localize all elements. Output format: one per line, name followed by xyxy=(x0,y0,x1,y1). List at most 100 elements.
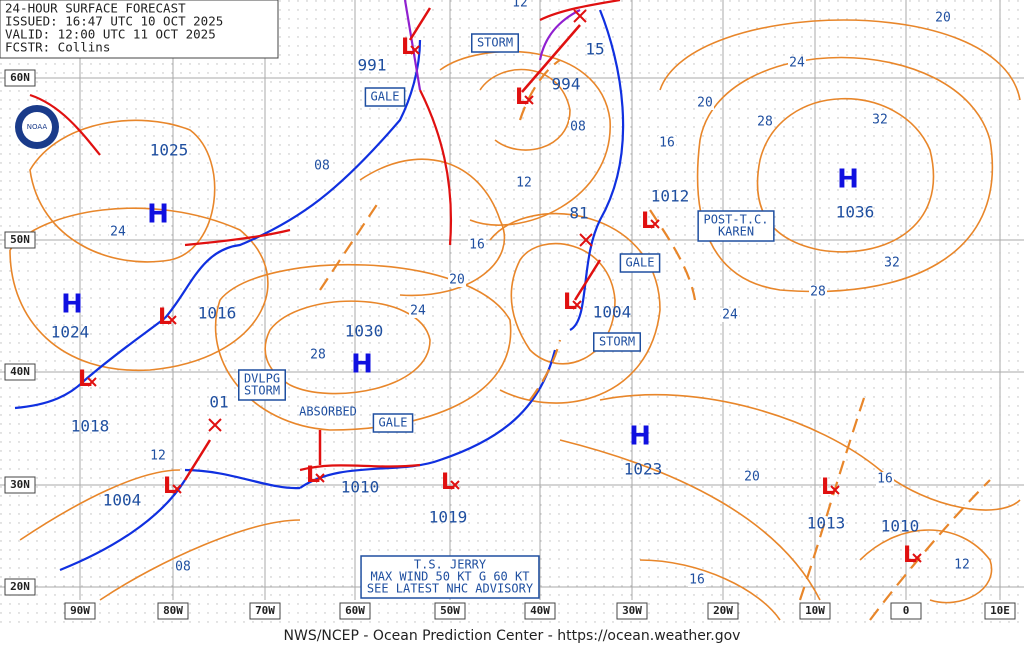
map-background xyxy=(0,0,1024,625)
isobar-label: 20 xyxy=(744,470,760,485)
low-pressure: 1004 xyxy=(593,303,632,322)
low-pressure: 1012 xyxy=(651,187,690,206)
lat-label: 30N xyxy=(10,478,30,491)
isobar-label: 08 xyxy=(175,560,191,575)
lat-label-box xyxy=(4,476,36,494)
isobar-label-bg xyxy=(149,449,167,463)
isobar-label-bg xyxy=(569,120,587,134)
isobar-label-bg xyxy=(883,256,901,270)
isobar-label: 12 xyxy=(512,0,528,11)
lon-label: 40W xyxy=(530,604,550,617)
high-pressure: 1024 xyxy=(51,323,90,342)
lon-label: 50W xyxy=(440,604,460,617)
x-marker xyxy=(208,418,222,432)
isobar-label: 24 xyxy=(789,56,805,71)
lon-label-box xyxy=(339,602,371,620)
isobar-label-bg xyxy=(788,56,806,70)
high-pressure: 1025 xyxy=(150,141,189,160)
box-line: KAREN xyxy=(718,225,754,239)
box-line: GALE xyxy=(379,416,408,430)
isobar-label-bg xyxy=(809,285,827,299)
lon-label-box xyxy=(434,602,466,620)
high-pressure: 1023 xyxy=(624,460,663,479)
isobar-label-bg xyxy=(511,0,529,10)
box-line: GALE xyxy=(371,90,400,104)
box-line: POST-T.C. xyxy=(703,213,768,227)
lon-label: 30W xyxy=(622,604,642,617)
isobar-label-bg xyxy=(876,472,894,486)
fronts xyxy=(14,0,991,621)
box-line: STORM xyxy=(244,384,280,398)
isobar-label-bg xyxy=(448,273,466,287)
box-line: MAX WIND 50 KT G 60 KT xyxy=(371,570,530,584)
low-pressure: 994 xyxy=(552,75,581,94)
isobar-label: 24 xyxy=(410,304,426,319)
high-symbol: H xyxy=(629,422,651,452)
lon-label: 10W xyxy=(805,604,825,617)
lon-label-box xyxy=(249,602,281,620)
x-marker xyxy=(573,9,587,23)
lon-label-box xyxy=(616,602,648,620)
isobar-label-bg xyxy=(658,136,676,150)
isobar-label: 28 xyxy=(310,348,326,363)
low-pressure: 1010 xyxy=(881,517,920,536)
low-x xyxy=(87,377,97,387)
noaa-logo: NOAA xyxy=(15,105,59,149)
low-x xyxy=(524,95,534,105)
isobar-label-bg xyxy=(468,238,486,252)
low-pressure: 991 xyxy=(358,56,387,75)
box-line: STORM xyxy=(477,36,513,50)
header-line: VALID: 12:00 UTC 11 OCT 2025 xyxy=(5,27,216,42)
label-box xyxy=(697,210,775,242)
isobar-label-bg xyxy=(743,470,761,484)
isobar-label: 32 xyxy=(884,256,900,271)
lon-label: 90W xyxy=(70,604,90,617)
box-line: SEE LATEST NHC ADVISORY xyxy=(367,582,534,596)
isobar-label: 12 xyxy=(516,176,532,191)
isobar-label-bg xyxy=(953,558,971,572)
isobar-label: 20 xyxy=(697,96,713,111)
low-pressure: 1013 xyxy=(807,514,846,533)
lon-label: 70W xyxy=(255,604,275,617)
isobar-label: 08 xyxy=(314,159,330,174)
lon-label-box xyxy=(157,602,189,620)
isobar-label: 32 xyxy=(872,113,888,128)
box-line: STORM xyxy=(599,335,635,349)
lon-label: 0 xyxy=(903,604,910,617)
box-line: DVLPG xyxy=(244,372,280,386)
lon-label: 60W xyxy=(345,604,365,617)
isobar-label-bg xyxy=(109,225,127,239)
low-x xyxy=(830,485,840,495)
lon-label: 20W xyxy=(713,604,733,617)
isobar-label: 16 xyxy=(659,136,675,151)
footer-band xyxy=(0,625,1024,652)
isobar-label: 24 xyxy=(110,225,126,240)
lon-label-box xyxy=(799,602,831,620)
header-line: 24-HOUR SURFACE FORECAST xyxy=(5,1,186,16)
isobar-label: 08 xyxy=(570,120,586,135)
low-pressure: 1010 xyxy=(341,478,380,497)
isobar-label: 28 xyxy=(810,285,826,300)
lat-label: 60N xyxy=(10,71,30,84)
x-marker xyxy=(579,233,593,247)
low-pressure: 1004 xyxy=(103,491,142,510)
label-box xyxy=(364,87,406,107)
isobar-label: 24 xyxy=(722,308,738,323)
high-symbol: H xyxy=(837,165,859,195)
header-line: FCSTR: Collins xyxy=(5,40,110,55)
lon-label-box xyxy=(707,602,739,620)
isobar-label-bg xyxy=(309,348,327,362)
low-x xyxy=(410,45,420,55)
graticule xyxy=(0,0,1024,600)
lon-label-box xyxy=(64,602,96,620)
lat-label-box xyxy=(4,363,36,381)
box-line: T.S. JERRY xyxy=(414,558,487,572)
isobar-label: 20 xyxy=(449,273,465,288)
isobar-label: 16 xyxy=(469,238,485,253)
lat-label-box xyxy=(4,578,36,596)
svg-text:NOAA: NOAA xyxy=(27,123,48,131)
high-symbol: H xyxy=(61,290,83,320)
isobar-label: 16 xyxy=(689,573,705,588)
isobar-label-bg xyxy=(721,308,739,322)
